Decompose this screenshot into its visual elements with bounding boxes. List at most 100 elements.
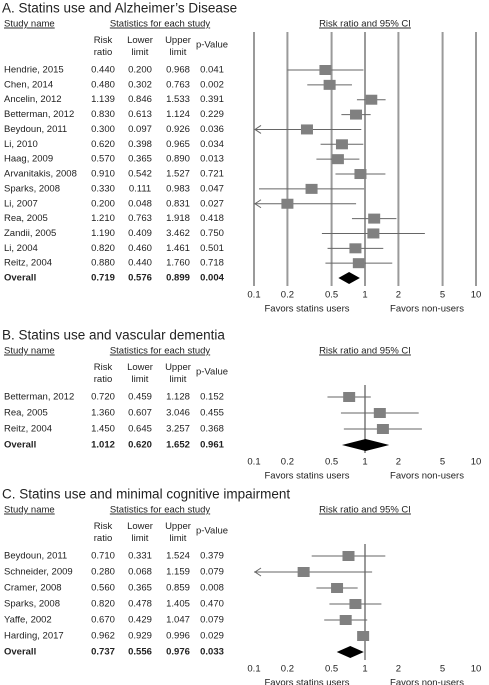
x-tick-label: 10 <box>471 457 482 468</box>
x-axis-label: Favors statins users <box>265 471 350 482</box>
stat-value: 0.965 <box>166 139 190 150</box>
column-header: Lower limit <box>127 362 153 385</box>
x-tick-label: 0.5 <box>325 664 338 675</box>
risk-ratio-box <box>305 183 318 194</box>
stat-value: 0.478 <box>128 599 152 610</box>
x-tick-label: 10 <box>471 290 482 301</box>
risk-ratio-box <box>367 228 380 239</box>
risk-ratio-box <box>323 79 336 90</box>
column-header: Risk ratio <box>94 362 113 385</box>
x-tick-label: 2 <box>396 457 401 468</box>
stat-value: 0.302 <box>128 79 152 90</box>
risk-ratio-box <box>373 408 386 418</box>
study-name: Sparks, 2008 <box>4 599 60 610</box>
study-name: Rea, 2005 <box>4 408 48 419</box>
stat-value: 0.620 <box>91 139 115 150</box>
stat-value: 0.365 <box>128 154 152 165</box>
risk-ratio-box <box>354 169 367 180</box>
x-tick-label: 2 <box>396 290 401 301</box>
study-name: Cramer, 2008 <box>4 583 62 594</box>
x-tick-label: 5 <box>440 457 445 468</box>
risk-ratio-box <box>331 583 344 593</box>
stat-value: 0.079 <box>200 567 224 578</box>
column-header: Statistics for each study <box>110 505 211 516</box>
risk-ratio-box <box>319 65 332 75</box>
study-name: Haag, 2009 <box>4 154 53 165</box>
stat-value: 1.524 <box>166 551 190 562</box>
stat-value: 0.041 <box>200 65 224 76</box>
study-name: Arvanitakis, 2008 <box>4 169 77 180</box>
stat-value: 1.012 <box>91 440 115 451</box>
stat-value: 0.418 <box>200 213 224 224</box>
stat-value: 0.480 <box>91 79 115 90</box>
column-header: p-Value <box>196 40 228 51</box>
study-name: Li, 2010 <box>4 139 38 150</box>
study-name: Harding, 2017 <box>4 631 64 642</box>
study-name: Overall <box>4 273 36 284</box>
study-name: Zandii, 2005 <box>4 228 56 239</box>
stat-value: 0.996 <box>166 631 190 642</box>
stat-value: 0.910 <box>91 169 115 180</box>
stat-value: 0.670 <box>91 615 115 626</box>
stat-value: 0.763 <box>128 213 152 224</box>
column-header: Lower limit <box>127 521 153 544</box>
stat-value: 1.047 <box>166 615 190 626</box>
study-name: Overall <box>4 440 36 451</box>
stat-value: 0.459 <box>128 392 152 403</box>
panel-title: C. Statins use and minimal cognitive imp… <box>2 487 290 502</box>
risk-ratio-box <box>339 615 352 625</box>
column-header: Upper limit <box>165 362 191 385</box>
stat-value: 3.462 <box>166 228 190 239</box>
stat-value: 0.200 <box>91 198 115 209</box>
stat-value: 0.027 <box>200 198 224 209</box>
x-axis-label: Favors non-users <box>390 678 464 685</box>
stat-value: 0.013 <box>200 154 224 165</box>
x-axis-label: Favors non-users <box>390 471 464 482</box>
x-axis-label: Favors statins users <box>265 304 350 315</box>
stat-value: 1.360 <box>91 408 115 419</box>
stat-value: 0.036 <box>200 124 224 135</box>
stat-value: 1.652 <box>166 440 190 451</box>
stat-value: 0.983 <box>166 183 190 194</box>
stat-value: 0.034 <box>200 139 224 150</box>
stat-value: 0.542 <box>128 169 152 180</box>
study-name: Overall <box>4 647 36 658</box>
stat-value: 0.300 <box>91 124 115 135</box>
study-name: Schneider, 2009 <box>4 567 73 578</box>
stat-value: 0.004 <box>200 273 224 284</box>
stat-value: 0.820 <box>91 243 115 254</box>
stat-value: 1.760 <box>166 258 190 269</box>
stat-value: 0.501 <box>200 243 224 254</box>
stat-value: 0.719 <box>91 273 115 284</box>
summary-diamond <box>338 272 360 285</box>
stat-value: 0.440 <box>128 258 152 269</box>
x-axis-label: Favors statins users <box>265 678 350 685</box>
risk-ratio-box <box>331 154 344 165</box>
stat-value: 0.880 <box>91 258 115 269</box>
column-header: Lower limit <box>127 35 153 58</box>
x-tick-label: 0.2 <box>281 457 294 468</box>
x-axis-label: Favors non-users <box>390 304 464 315</box>
stat-value: 1.139 <box>91 94 115 105</box>
stat-value: 0.718 <box>200 258 224 269</box>
stat-value: 1.124 <box>166 109 190 120</box>
stat-value: 0.379 <box>200 551 224 562</box>
stat-value: 0.365 <box>128 583 152 594</box>
study-name: Beydoun, 2011 <box>4 551 67 562</box>
study-name: Hendrie, 2015 <box>4 65 64 76</box>
study-name: Beydoun, 2011 <box>4 124 67 135</box>
column-header: Upper limit <box>165 521 191 544</box>
risk-ratio-box <box>349 599 362 609</box>
x-tick-label: 10 <box>471 664 482 675</box>
panel-title: B. Statins use and vascular dementia <box>2 328 225 343</box>
x-tick-label: 0.5 <box>325 457 338 468</box>
x-tick-label: 2 <box>396 664 401 675</box>
x-tick-label: 0.1 <box>247 664 260 675</box>
x-tick-label: 0.1 <box>247 457 260 468</box>
stat-value: 1.461 <box>166 243 190 254</box>
stat-value: 0.710 <box>91 551 115 562</box>
stat-value: 0.398 <box>128 139 152 150</box>
stat-value: 0.961 <box>200 440 224 451</box>
x-tick-label: 5 <box>440 290 445 301</box>
